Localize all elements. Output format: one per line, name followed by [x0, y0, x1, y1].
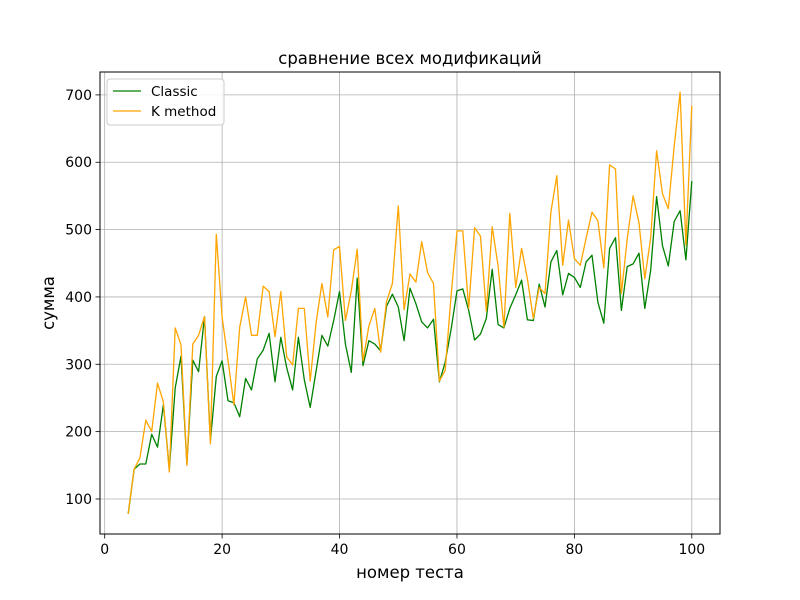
plot-area-frame [99, 71, 721, 535]
x-tick-label: 0 [100, 542, 109, 558]
y-tick-label: 700 [65, 88, 92, 104]
x-tick-label: 40 [331, 542, 349, 558]
legend: Classic K method [106, 78, 225, 126]
series-line-classic [127, 181, 693, 514]
x-tick-label: 100 [678, 542, 705, 558]
series-line-k-method [127, 91, 693, 514]
chart-title: сравнение всех модификаций [278, 49, 541, 68]
y-tick-label: 300 [65, 357, 92, 373]
x-tick-label: 60 [448, 542, 466, 558]
y-tick-label: 100 [65, 492, 92, 508]
y-tick-label: 500 [65, 223, 92, 239]
axis-ticks: 0 20 40 60 80 100 100 200 300 400 500 600 700 [65, 88, 705, 558]
y-tick-label: 400 [65, 290, 92, 306]
legend-label-classic: Classic [151, 84, 198, 100]
series-lines [127, 91, 693, 514]
y-tick-label: 200 [65, 425, 92, 441]
x-tick-label: 80 [565, 542, 583, 558]
legend-label-k-method: K method [151, 104, 216, 120]
y-tick-label: 600 [65, 155, 92, 171]
x-axis-label: номер теста [356, 563, 464, 582]
grid [100, 72, 720, 534]
x-tick-label: 20 [213, 542, 231, 558]
y-axis-label: сумма [39, 276, 58, 330]
